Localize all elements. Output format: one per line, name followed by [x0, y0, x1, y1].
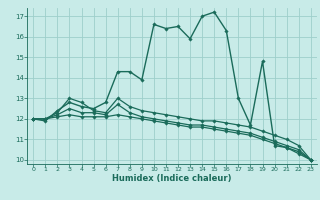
- X-axis label: Humidex (Indice chaleur): Humidex (Indice chaleur): [112, 174, 232, 183]
